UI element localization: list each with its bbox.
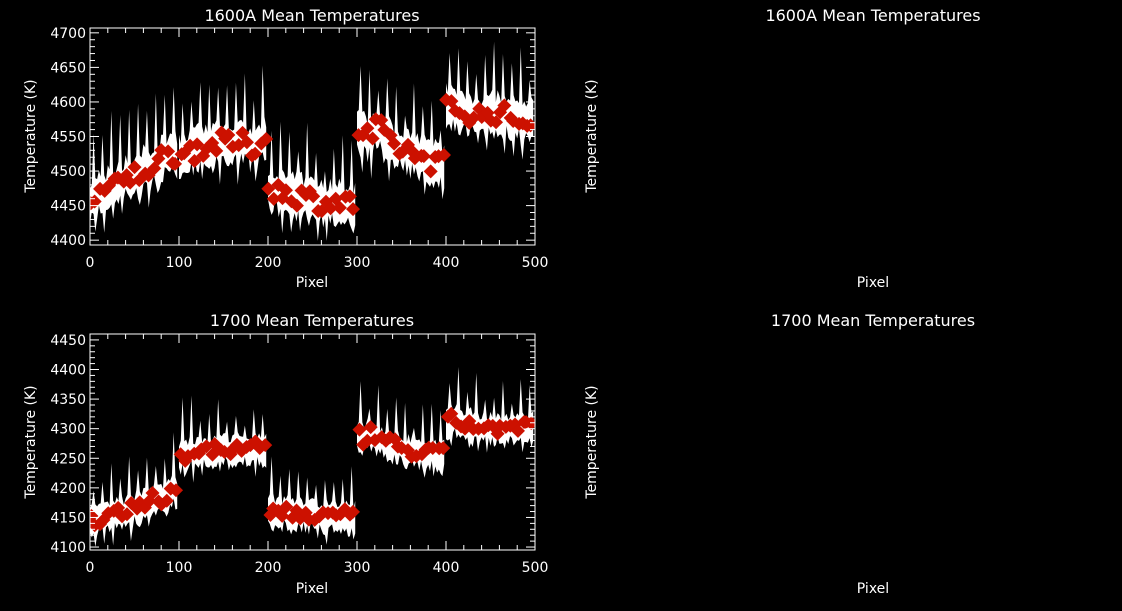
y-axis-label: Temperature (K) <box>23 79 39 193</box>
data-point-diamond <box>360 121 375 136</box>
y-tick-label: 4300 <box>50 422 86 438</box>
y-tick-label: 4400 <box>50 363 86 379</box>
y-tick-label: 4250 <box>50 451 86 467</box>
y-axis-label: Temperature (K) <box>584 385 600 499</box>
panel-2: 1600A Mean Temperatures01002003004005004… <box>50 6 980 576</box>
data-point-diamond <box>266 191 281 206</box>
data-point-diamond <box>161 144 176 159</box>
data-point-diamond <box>489 115 504 130</box>
data-point-diamond <box>363 420 378 435</box>
data-point-diamond <box>248 146 263 161</box>
x-tick-label: 100 <box>166 255 193 271</box>
data-point-diamond <box>159 493 174 508</box>
data-point-diamond <box>342 189 357 204</box>
axes-frame <box>89 333 536 551</box>
data-point-diamond <box>169 483 184 498</box>
y-tick-label: 4600 <box>50 95 86 111</box>
data-point-diamond <box>387 136 402 151</box>
x-tick-label: 200 <box>255 255 282 271</box>
temperature-band <box>268 456 356 545</box>
data-point-diamond <box>466 110 481 125</box>
x-axis-label: Pixel <box>296 581 328 597</box>
data-point-diamond <box>116 174 131 189</box>
panel-title: 1600A Mean Temperatures01002003004005004… <box>765 6 980 25</box>
data-point-diamond <box>523 118 535 133</box>
x-axis-label: Pixel <box>296 275 328 291</box>
data-point-diamond <box>289 198 304 213</box>
y-tick-label: 4350 <box>50 392 86 408</box>
x-axis-label: Pixel <box>857 581 889 597</box>
data-point-diamond <box>423 164 438 179</box>
data-point-diamond <box>258 438 273 453</box>
data-point-diamond <box>346 504 361 519</box>
data-point-diamond <box>279 499 294 514</box>
y-tick-label: 4700 <box>50 26 86 42</box>
data-point-diamond <box>239 135 254 150</box>
data-point-diamond <box>416 149 431 164</box>
x-tick-label: 400 <box>433 255 460 271</box>
data-point-diamond <box>101 506 116 521</box>
temperature-band <box>446 41 534 160</box>
y-tick-label: 4450 <box>50 199 86 215</box>
panel-title: 1600A Mean Temperatures01002003004005004… <box>204 6 419 25</box>
data-point-diamond <box>365 131 380 146</box>
data-point-diamond <box>524 416 535 431</box>
panel-3: 1700 Mean Temperatures Pixel Temperature… <box>23 311 414 597</box>
data-point-diamond <box>436 441 451 456</box>
y-tick-label: 4400 <box>50 233 86 249</box>
y-tick-label: 4550 <box>50 130 86 146</box>
x-axis-label: Pixel <box>857 275 889 291</box>
x-tick-label: 200 <box>255 560 282 576</box>
data-point-diamond <box>119 507 134 522</box>
y-axis-label: Temperature (K) <box>23 385 39 499</box>
data-point-diamond <box>90 194 102 209</box>
x-tick-label: 500 <box>522 255 549 271</box>
y-tick-label: 4450 <box>50 333 86 349</box>
temperature-band <box>90 432 178 548</box>
data-point-diamond <box>145 485 160 500</box>
panel-title: 1700 Mean Temperatures <box>771 311 975 330</box>
panel-title: 1700 Mean Temperatures <box>210 311 414 330</box>
temperature-band <box>446 367 534 453</box>
data-point-diamond <box>119 168 134 183</box>
data-point-diamond <box>332 200 347 215</box>
data-point-diamond <box>90 509 99 524</box>
data-point-diamond <box>209 143 224 158</box>
y-tick-label: 4200 <box>50 481 86 497</box>
plot-area <box>90 367 535 548</box>
x-tick-label: 400 <box>433 560 460 576</box>
data-point-diamond <box>259 132 274 147</box>
x-tick-label: 300 <box>344 255 371 271</box>
y-tick-label: 4650 <box>50 60 86 76</box>
data-point-diamond <box>127 160 142 175</box>
x-tick-label: 300 <box>344 560 371 576</box>
y-tick-label: 4150 <box>50 510 86 526</box>
x-tick-label: 100 <box>166 560 193 576</box>
data-point-diamond <box>306 189 321 204</box>
data-point-diamond <box>168 156 183 171</box>
temperature-band <box>357 66 445 200</box>
data-point-diamond <box>436 148 451 163</box>
data-point-diamond <box>510 423 525 438</box>
y-axis-label: Temperature (K) <box>584 79 600 193</box>
temperature-band <box>179 65 267 185</box>
data-point-diamond <box>278 183 293 198</box>
data-point-diamond <box>323 201 338 216</box>
panel-1: 1600A Mean Temperatures01002003004005004… <box>23 6 548 291</box>
data-point-diamond <box>497 98 512 113</box>
data-point-diamond <box>346 202 361 217</box>
data-point-diamond <box>352 422 367 437</box>
data-point-diamond <box>221 127 236 142</box>
plot-area <box>90 41 535 241</box>
y-tick-label: 4100 <box>50 540 86 556</box>
x-tick-label: 0 <box>86 255 95 271</box>
x-tick-label: 500 <box>522 560 549 576</box>
y-tick-label: 4500 <box>50 164 86 180</box>
x-tick-label: 0 <box>86 560 95 576</box>
temperature-band <box>90 87 178 233</box>
panel-4: 1700 Mean Temperatures Pixel Temperature… <box>584 311 975 597</box>
temperature-band <box>179 395 267 483</box>
